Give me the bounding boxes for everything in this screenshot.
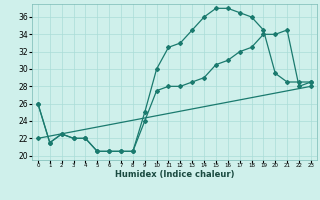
X-axis label: Humidex (Indice chaleur): Humidex (Indice chaleur) — [115, 170, 234, 179]
